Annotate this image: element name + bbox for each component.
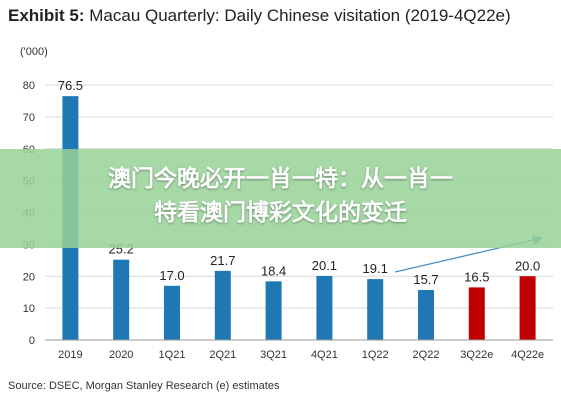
y-tick-label: 0 xyxy=(29,335,35,347)
bar xyxy=(265,281,282,340)
data-label: 76.5 xyxy=(58,78,83,93)
x-tick-label: 3Q21 xyxy=(260,349,287,361)
bar xyxy=(519,276,536,340)
bar xyxy=(418,289,434,340)
y-tick-label: 10 xyxy=(23,303,35,315)
x-tick-label: 1Q22 xyxy=(362,349,389,361)
bar xyxy=(468,287,485,340)
x-tick-label: 2Q21 xyxy=(209,349,236,361)
data-label: 15.7 xyxy=(413,272,438,287)
y-tick-label: 70 xyxy=(23,112,35,124)
y-tick-label: 80 xyxy=(23,80,35,92)
overlay-line-1: 澳门今晚必开一肖一特：从一肖一 xyxy=(108,166,453,192)
bar xyxy=(367,279,384,340)
bar xyxy=(316,275,333,340)
y-tick-label: 20 xyxy=(23,271,35,283)
x-tick-label: 4Q22e xyxy=(511,349,544,361)
bar xyxy=(164,285,180,340)
x-tick-label: 2Q22 xyxy=(413,349,440,361)
overlay-banner xyxy=(0,149,561,248)
chart-title: Exhibit 5: Macau Quarterly: Daily Chines… xyxy=(8,6,553,26)
data-label: 20.1 xyxy=(312,258,337,273)
x-tick-label: 2019 xyxy=(58,349,82,361)
x-tick-label: 1Q21 xyxy=(159,349,186,361)
data-label: 20.0 xyxy=(515,258,540,273)
data-label: 16.5 xyxy=(464,269,489,284)
x-tick-label: 4Q21 xyxy=(311,349,338,361)
overlay-text: 澳门今晚必开一肖一特：从一肖一 特看澳门博彩文化的变迁 xyxy=(0,162,561,230)
bar xyxy=(214,270,231,340)
data-label: 19.1 xyxy=(363,261,388,276)
overlay-line-2: 特看澳门博彩文化的变迁 xyxy=(154,200,407,226)
title-text: Macau Quarterly: Daily Chinese visitatio… xyxy=(89,6,511,25)
data-label: 18.4 xyxy=(261,263,286,278)
x-tick-label: 2020 xyxy=(109,349,133,361)
data-label: 21.7 xyxy=(210,253,235,268)
source-note: Source: DSEC, Morgan Stanley Research (e… xyxy=(8,380,280,392)
data-label: 17.0 xyxy=(159,268,184,283)
exhibit-label: Exhibit 5: xyxy=(8,6,85,25)
y-axis-unit-label: ('000) xyxy=(20,46,48,58)
x-tick-label: 3Q22e xyxy=(460,349,493,361)
bar xyxy=(113,259,130,340)
